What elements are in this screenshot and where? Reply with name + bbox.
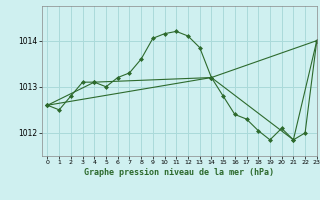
- X-axis label: Graphe pression niveau de la mer (hPa): Graphe pression niveau de la mer (hPa): [84, 168, 274, 177]
